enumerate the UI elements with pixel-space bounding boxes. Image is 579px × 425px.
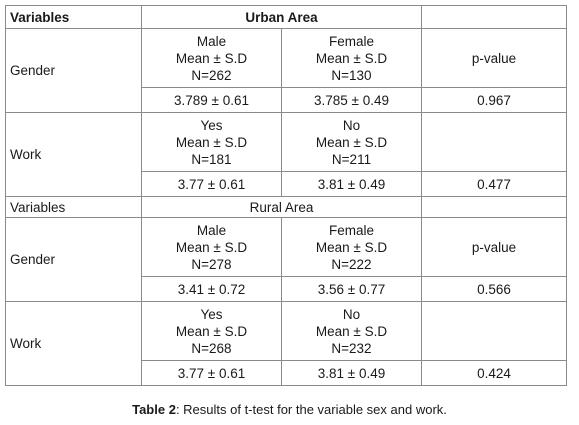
stat-label: Mean ± S.D: [315, 323, 388, 339]
mean-sd-value: 3.785 ± 0.49: [281, 87, 422, 113]
value-row: 3.77 ± 0.61 3.81 ± 0.49 0.477: [6, 171, 567, 197]
mean-sd-value: 3.789 ± 0.61: [141, 87, 282, 113]
category-label: No: [342, 117, 361, 133]
group-col1: Yes Mean ± S.D N=181: [141, 112, 282, 172]
value-row: 3.789 ± 0.61 3.785 ± 0.49 0.967: [6, 87, 567, 113]
sample-size: N=262: [191, 67, 232, 83]
p-value: 0.566: [421, 276, 567, 302]
empty-cell: [421, 112, 567, 172]
category-label: Male: [196, 33, 227, 49]
mean-sd-value: 3.81 ± 0.49: [281, 360, 422, 386]
p-value-header: p-value: [421, 217, 567, 277]
sample-size: N=232: [331, 340, 372, 356]
group-col2: No Mean ± S.D N=211: [281, 112, 422, 172]
sample-size: N=268: [191, 340, 232, 356]
empty-cell: [421, 301, 567, 361]
sample-size: N=222: [331, 256, 372, 272]
p-value: 0.477: [421, 171, 567, 197]
group-label-row: Gender Male Mean ± S.D N=278 Female Mean…: [5, 217, 567, 302]
mean-sd-value: 3.41 ± 0.72: [141, 276, 282, 302]
section-header-row: Variables Rural Area: [5, 196, 567, 218]
variable-name: Work: [5, 301, 142, 386]
stat-label: Mean ± S.D: [315, 239, 388, 255]
variables-header: Variables: [5, 5, 142, 29]
variable-name: Gender: [5, 217, 142, 302]
variable-name: Work: [5, 112, 142, 197]
empty-header-cell: [421, 5, 567, 29]
sample-size: N=181: [191, 151, 232, 167]
p-value: 0.424: [421, 360, 567, 386]
stat-label: Mean ± S.D: [175, 239, 248, 255]
category-label: Yes: [200, 306, 223, 322]
value-row: 3.41 ± 0.72 3.56 ± 0.77 0.566: [6, 276, 567, 302]
mean-sd-value: 3.77 ± 0.61: [141, 360, 282, 386]
category-label: Female: [328, 222, 374, 238]
group-col2: Female Mean ± S.D N=222: [281, 217, 422, 277]
category-label: Female: [328, 33, 374, 49]
table-caption: Table 2: Results of t-test for the varia…: [0, 402, 579, 417]
group-label-row: Work Yes Mean ± S.D N=268 No Mean ± S.D …: [5, 301, 567, 386]
mean-sd-value: 3.81 ± 0.49: [281, 171, 422, 197]
mean-sd-value: 3.77 ± 0.61: [141, 171, 282, 197]
caption-label: Table 2: [132, 402, 176, 417]
stat-label: Mean ± S.D: [315, 50, 388, 66]
value-row: 3.77 ± 0.61 3.81 ± 0.49 0.424: [6, 360, 567, 386]
p-value: 0.967: [421, 87, 567, 113]
group-col2: Female Mean ± S.D N=130: [281, 28, 422, 88]
sample-size: N=278: [191, 256, 232, 272]
category-label: Yes: [200, 117, 223, 133]
p-value-header: p-value: [421, 28, 567, 88]
area-header: Rural Area: [141, 196, 422, 218]
stat-label: Mean ± S.D: [175, 50, 248, 66]
variables-header: Variables: [5, 196, 142, 218]
stat-label: Mean ± S.D: [315, 134, 388, 150]
area-header: Urban Area: [141, 5, 422, 29]
caption-text: : Results of t-test for the variable sex…: [175, 402, 447, 417]
stat-label: Mean ± S.D: [175, 323, 248, 339]
group-label-row: Work Yes Mean ± S.D N=181 No Mean ± S.D …: [5, 112, 567, 197]
group-label-row: Gender Male Mean ± S.D N=262 Female Mean…: [5, 28, 567, 113]
group-col1: Yes Mean ± S.D N=268: [141, 301, 282, 361]
variable-name: Gender: [5, 28, 142, 113]
group-col1: Male Mean ± S.D N=262: [141, 28, 282, 88]
category-label: Male: [196, 222, 227, 238]
group-col1: Male Mean ± S.D N=278: [141, 217, 282, 277]
stat-label: Mean ± S.D: [175, 134, 248, 150]
group-col2: No Mean ± S.D N=232: [281, 301, 422, 361]
mean-sd-value: 3.56 ± 0.77: [281, 276, 422, 302]
section-header-row: Variables Urban Area: [5, 5, 567, 29]
sample-size: N=211: [331, 151, 372, 167]
category-label: No: [342, 306, 361, 322]
results-table: Variables Urban Area Gender Male Mean ± …: [5, 5, 567, 386]
empty-header-cell: [421, 196, 567, 218]
sample-size: N=130: [331, 67, 372, 83]
